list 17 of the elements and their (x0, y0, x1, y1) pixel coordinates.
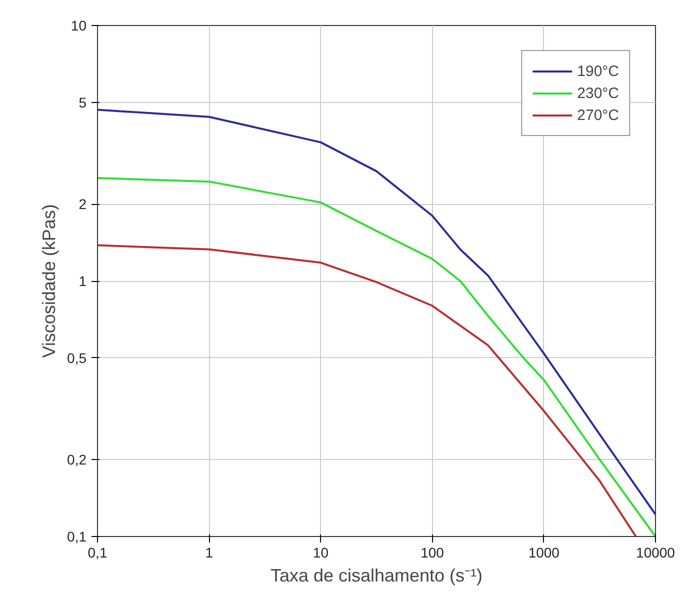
legend-label: 270°C (577, 106, 619, 124)
x-tick-label: 1 (205, 544, 214, 560)
legend-label: 190°C (577, 62, 619, 80)
y-axis-title: Viscosidade (kPas) (39, 204, 60, 358)
x-tick-label: 100 (420, 544, 444, 560)
x-tick-label: 1000 (528, 544, 560, 560)
x-tick-label: 10 (312, 544, 329, 560)
y-tick-label: 0,5 (67, 350, 87, 366)
x-tick-label: 10000 (636, 544, 676, 560)
x-axis-title: Taxa de cisalhamento (s⁻¹) (270, 566, 483, 586)
y-tick-label: 5 (78, 94, 87, 110)
y-tick-label: 2 (78, 196, 87, 212)
legend-label: 230°C (577, 84, 619, 102)
y-tick-label: 0,1 (67, 528, 87, 544)
y-tick-label: 10 (70, 18, 87, 34)
y-tick-label: 1 (78, 273, 87, 289)
y-tick-label: 0,2 (67, 452, 87, 468)
